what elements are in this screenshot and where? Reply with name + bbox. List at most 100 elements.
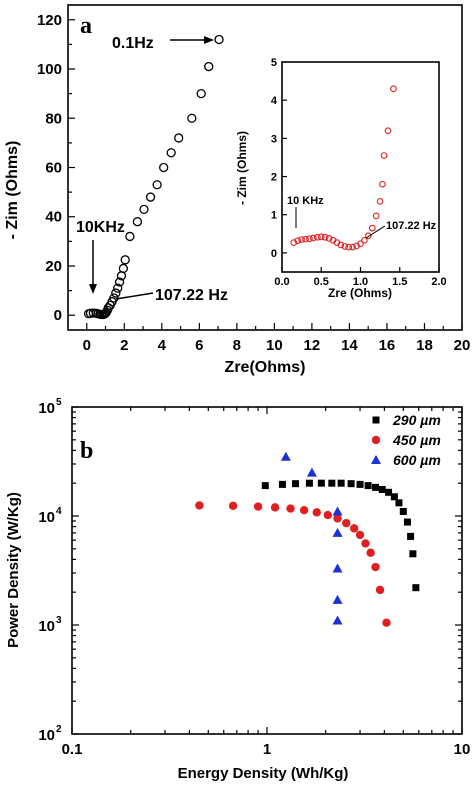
inset-data-point [357,240,364,248]
inset-data-point [294,237,302,245]
legend-label-2: 600 µm [393,452,441,468]
panel-b-series-2-point [332,615,343,625]
panel-a-x-tick-label: 12 [304,337,321,354]
panel-b-y-tick-exponent: 4 [56,506,62,517]
panel-a-data-point [132,217,143,227]
panel-b-series-1-point [366,548,375,557]
panel-a-data-point [145,192,156,202]
panel-b-data-points [195,451,420,627]
legend-label-0: 290 µm [392,412,441,428]
legend-marker-0 [372,416,380,424]
annotation-107hz: 107.22 Hz [155,287,228,304]
inset-data-point [349,243,357,251]
inset-data-point [310,234,317,242]
panel-b-y-tick-exponent: 3 [56,615,62,626]
panel-b-y-tick-exponent: 2 [56,724,62,735]
panel-b-y-tick-label: 10 [38,727,55,744]
panel-a-x-tick-label: 0 [83,337,91,354]
annotation-0-1hz: 0.1Hz [112,35,154,52]
annotation-107hz-line [115,292,154,300]
inset-x-tick-label: 1.5 [392,276,407,288]
panel-b-series-1-point [270,503,280,512]
panel-b-x-tick-label: 1 [263,741,271,758]
panel-a-x-tick-label: 20 [454,337,471,354]
panel-b-series-0-point [261,482,269,490]
panel-b-series-0-point [371,483,379,491]
annotation-10khz: 10KHz [76,219,125,236]
panel-b-series-0-point [364,482,372,490]
panel-a-x-tick-label: 10 [266,337,283,354]
panel-b-ticks [71,406,463,735]
inset-data-point [379,180,386,188]
panel-b-series-1-point [333,514,342,523]
panel-b-series-1-point [361,539,370,548]
inset-data-point [337,241,345,249]
panel-b-series-2-point [280,451,291,461]
panel-b-series-1-point [195,501,204,510]
panel-b-series-1-point [355,530,365,540]
panel-b-series-0-point [407,532,415,540]
panel-b-y-axis-label: Power Density (W/Kg) [5,492,22,648]
inset-data-point [321,233,329,241]
panel-a-x-tick-label: 8 [233,337,241,354]
panel-b-x-tick-label: 0.1 [62,741,83,758]
panel-a-y-tick-label: 20 [45,258,62,275]
panel-b-series-0-point [278,480,286,488]
panel-b-series-1-point [286,504,295,513]
panel-a-data-point [88,308,98,318]
panel-a-y-axis-label: - Zim (Ohms) [4,141,21,240]
inset-data-point [290,239,298,246]
inset-y-tick-label: 3 [271,133,277,145]
panel-a-y-tick-label: 100 [37,61,62,78]
panel-b-series-0-point [328,479,336,487]
panel-b-series-2-point [332,506,343,516]
inset-y-axis-label: - Zim (Ohms) [235,131,249,205]
panel-b-series-2-point [306,467,317,477]
inset-ticks [281,61,440,272]
panel-b-series-1-point [371,562,380,572]
panel-a-label: a [80,13,92,39]
inset-x-tick-label: 2.0 [431,276,446,288]
panel-b-series-1-point [342,518,351,528]
panel-b-series-0-point [409,550,417,558]
panel-b-series-0-point [347,480,355,488]
panel-b-series-0-point [291,480,299,488]
inset-data-points [290,85,397,251]
panel-a-ticks [68,19,463,330]
panel-a-x-tick-label: 4 [158,337,167,354]
panel-b-x-tick-label: 10 [454,741,471,758]
panel-a-x-tick-label: 2 [120,337,128,354]
panel-a-data-point [118,263,128,274]
panel-b-series-1-point [299,506,309,515]
panel-a-x-tick-label: 18 [416,337,433,354]
panel-a-data-point [187,113,197,123]
inset-data-point [306,235,313,243]
panel-a-data-point [114,277,125,287]
inset-data-point [361,236,368,244]
panel-b-y-tick-label: 10 [38,618,55,635]
panel-b-series-1-point [253,502,263,511]
annotation-0-1hz-arrowhead [204,36,214,44]
panel-a-inset-chart: 0.0 0.5 1.0 1.5 2.0 0 1 2 3 4 5 Zre (Ohms) - Zim … [235,57,447,300]
panel-b-series-2-point [332,563,343,573]
panel-a-x-tick-label: 14 [341,337,358,354]
panel-b-y-tick-exponent: 5 [56,397,62,408]
inset-data-point [345,243,353,251]
panel-b-series-0-point [305,479,313,487]
panel-a-y-tick-label: 80 [45,110,62,127]
panel-b-x-tick-labels: 0.1 1 10 [62,741,471,758]
inset-data-point [390,85,397,93]
panel-a-data-point [166,148,176,158]
inset-data-point [368,224,376,232]
inset-data-point [372,212,380,220]
panel-a-data-points [83,34,224,320]
panel-b-series-0-point [337,479,345,487]
inset-y-tick-label: 1 [271,210,277,222]
panel-b-series-1-point [375,585,385,595]
panel-a-y-tick-label: 40 [45,209,62,226]
inset-y-tick-labels: 0 1 2 3 4 5 [271,57,278,260]
panel-b-series-0-point [395,499,403,507]
